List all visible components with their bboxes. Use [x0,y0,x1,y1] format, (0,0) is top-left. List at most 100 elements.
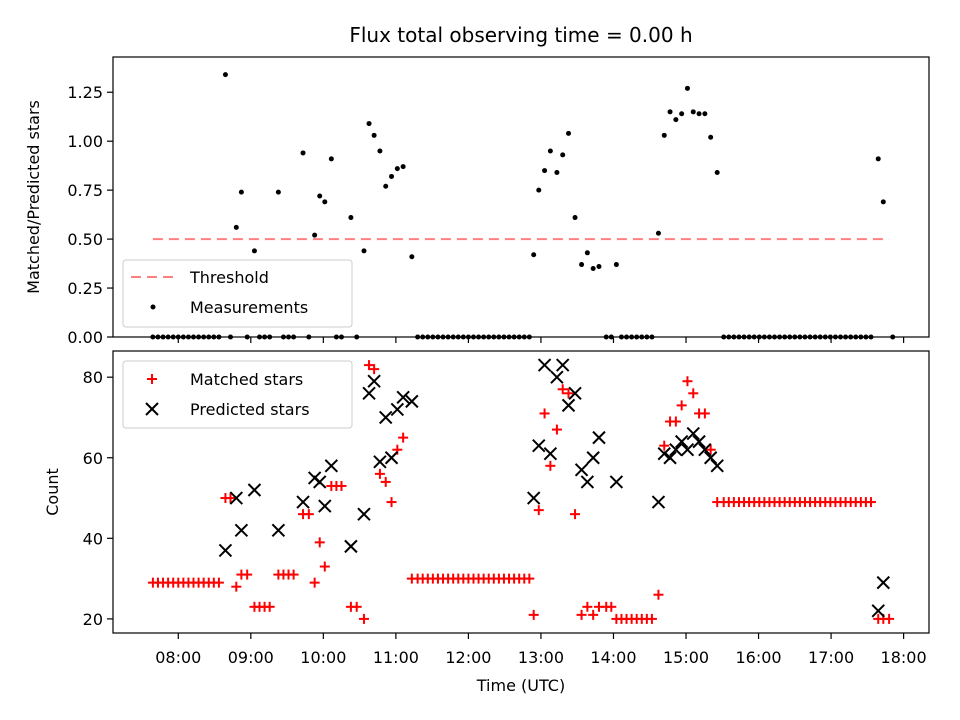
predicted-star-point [373,455,387,469]
bottom-y-axis-label: Count [43,468,62,516]
measurement-point [275,189,281,195]
matched-star-point [309,577,320,588]
measurement-point [415,334,421,340]
predicted-star-point [313,475,327,489]
predicted-marker-b [651,495,666,509]
bottom-y-ticks: 20 40 60 80 [83,368,113,629]
predicted-star-point [710,459,724,473]
measurement-point [639,334,645,340]
x-tick-label: 11:00 [373,648,419,667]
measurement-point [579,262,585,268]
legend-threshold-label: Threshold [189,268,269,287]
measurement-point [624,334,630,340]
legend-measurements-swatch [150,304,156,310]
bottom-axes-frame [112,350,930,634]
matched-star-point [264,601,275,612]
matched-star-point [682,376,693,387]
measurement-point [714,170,720,176]
predicted-marker-b [574,463,589,477]
matched-star-point [369,364,380,375]
measurement-point [175,334,181,340]
measurement-point [506,334,512,340]
matched-star-point [570,509,581,520]
measurement-point [554,170,560,176]
predicted-marker-b [367,374,381,388]
matched-star-point [539,408,550,419]
measurement-point [366,121,372,127]
measurement-point [476,334,482,340]
measurement-point [460,334,466,340]
measurement-point [445,334,451,340]
matched-star-point [884,613,895,624]
predicted-marker-b [876,575,891,590]
matched-star-point [670,416,681,427]
measurement-point [333,334,339,340]
top-panel: 0.00 0.25 0.50 0.75 1.00 1.25 Matched/Predict… [24,56,930,347]
predicted-star-point [526,491,541,505]
predicted-marker-b [663,451,677,465]
matched-star-point [303,509,314,520]
measurement-point [721,334,727,340]
matched-star-point [582,601,593,612]
measurement-point [531,252,537,258]
predicted-marker-b [609,475,624,489]
legend-matched-label: Matched stars [190,370,303,389]
bottom-y-tick-label: 80 [83,368,103,387]
predicted-stars-points [218,358,891,618]
x-tick-label: 16:00 [735,648,781,667]
predicted-marker-b [234,523,249,537]
legend-predicted-label: Predicted stars [190,400,310,419]
matched-star-point [225,493,236,504]
measurement-point [827,334,833,340]
measurement-point [572,215,578,221]
measurement-point [741,334,747,340]
measurement-point [708,134,714,140]
measurement-point [802,334,808,340]
predicted-star-point [543,447,558,461]
predicted-star-point [537,358,552,372]
predicted-marker-b [247,483,262,497]
predicted-star-point [574,463,589,477]
measurement-point [843,334,849,340]
matched-star-point [563,388,574,399]
x-tick-label: 18:00 [881,648,927,667]
measurement-point [787,334,793,340]
measurement-point [792,334,798,340]
predicted-star-point [396,390,410,405]
measurement-point [317,193,323,199]
predicted-star-point [344,539,358,554]
predicted-star-point [609,475,624,489]
measurement-point [807,334,813,340]
legend-measurements-label: Measurements [190,298,308,317]
matched-star-point [528,609,539,620]
bottom-y-tick-label: 60 [83,449,103,468]
matched-star-point [319,561,330,572]
x-tick-label: 13:00 [518,648,564,667]
predicted-star-point [561,398,576,413]
predicted-star-point [680,442,695,457]
measurement-point [526,334,532,340]
matched-star-point [557,384,568,395]
predicted-marker-b [271,523,286,537]
matched-star-point [386,497,397,508]
matched-star-point [688,388,699,399]
measurement-point [613,262,619,268]
measurement-point [196,334,202,340]
predicted-star-point [296,495,310,509]
measurement-point [238,189,244,195]
predicted-marker-b [526,491,541,505]
matched-star-point [314,537,325,548]
predicted-marker-b [871,604,885,618]
measurement-point [596,264,602,270]
predicted-marker-b [680,442,695,457]
measurement-point [777,334,783,340]
top-y-axis-label: Matched/Predicted stars [24,100,43,294]
bottom-x-ticks: 08:00 09:00 10:00 11:00 12:00 13:00 14:00 15:00… [155,633,927,667]
predicted-marker-b [669,442,683,457]
matched-star-point [213,577,224,588]
measurement-point [751,334,757,340]
x-tick-label: 12:00 [445,648,491,667]
matched-star-point [242,569,253,580]
